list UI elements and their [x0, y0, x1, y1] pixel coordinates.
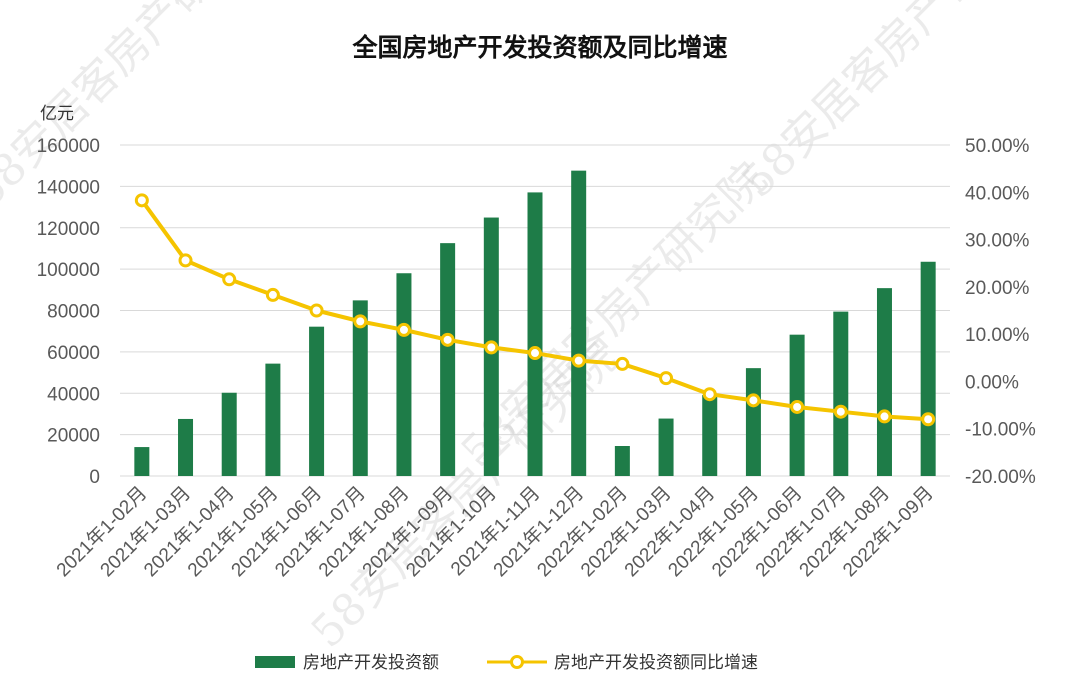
right-tick-label: 0.00%	[965, 372, 1019, 393]
left-tick-label: 0	[89, 467, 100, 488]
bar	[702, 395, 718, 476]
right-tick-label: -20.00%	[965, 467, 1036, 488]
line-point	[702, 387, 717, 402]
left-tick-label: 140000	[37, 177, 100, 198]
legend-line-label: 房地产开发投资额同比增速	[554, 653, 758, 673]
left-tick-label: 100000	[37, 260, 100, 281]
left-tick-label: 60000	[47, 343, 100, 364]
line-point	[571, 353, 586, 368]
bar	[178, 418, 194, 476]
bar	[833, 311, 849, 476]
left-tick-label: 40000	[47, 384, 100, 405]
bar	[745, 368, 761, 476]
left-axis-unit: 亿元	[40, 104, 74, 124]
right-tick-label: 20.00%	[965, 278, 1030, 299]
left-tick-label: 120000	[37, 219, 100, 240]
left-tick-label: 160000	[37, 136, 100, 157]
line-point	[178, 253, 193, 268]
line-point	[790, 399, 805, 414]
line-point	[484, 340, 499, 355]
chart-title: 全国房地产开发投资额及同比增速	[351, 33, 727, 62]
line-point	[615, 356, 630, 371]
line-point	[265, 287, 280, 302]
line-point	[877, 409, 892, 424]
line-point	[746, 393, 761, 408]
legend: 房地产开发投资额 房地产开发投资额同比增速	[255, 653, 758, 673]
line-point	[659, 371, 674, 386]
right-tick-label: -10.00%	[965, 420, 1036, 441]
left-axis-ticks: 0 20000 40000 60000 80000 100000 120000 140000 1…	[37, 136, 100, 488]
bar	[571, 170, 587, 476]
line-point	[222, 272, 237, 287]
right-tick-label: 10.00%	[965, 325, 1030, 346]
bar	[658, 418, 674, 476]
legend-bar-swatch	[255, 656, 295, 668]
bar	[396, 273, 412, 476]
legend-line-marker	[510, 655, 524, 669]
line-point	[833, 404, 848, 419]
bar	[920, 261, 936, 476]
line-point	[353, 314, 368, 329]
bar	[221, 392, 237, 476]
line-point	[440, 332, 455, 347]
legend-bar-label: 房地产开发投资额	[303, 653, 439, 673]
left-tick-label: 20000	[47, 426, 100, 447]
bar	[614, 446, 630, 476]
left-tick-label: 80000	[47, 302, 100, 323]
bar	[309, 326, 325, 476]
bar	[352, 300, 368, 476]
right-tick-label: 40.00%	[965, 183, 1030, 204]
bar	[134, 447, 150, 476]
bar	[876, 288, 892, 476]
bar	[265, 363, 281, 476]
line-series	[134, 193, 936, 427]
line-point	[528, 346, 542, 361]
bar	[527, 192, 543, 477]
line-point	[134, 193, 149, 208]
watermark-text: 58安居客房产研究院	[732, 0, 1057, 208]
line-point	[921, 412, 936, 427]
bar-series	[134, 170, 936, 477]
bar	[440, 243, 456, 476]
line-point	[309, 303, 324, 318]
x-axis-labels: 2021年1-02月2021年1-03月2021年1-04月2021年1-05月…	[52, 482, 938, 581]
right-axis-ticks: -20.00% -10.00% 0.00% 10.00% 20.00% 30.00% 40.…	[965, 136, 1036, 488]
right-tick-label: 30.00%	[965, 231, 1030, 252]
right-tick-label: 50.00%	[965, 136, 1030, 157]
line-point	[396, 322, 411, 337]
